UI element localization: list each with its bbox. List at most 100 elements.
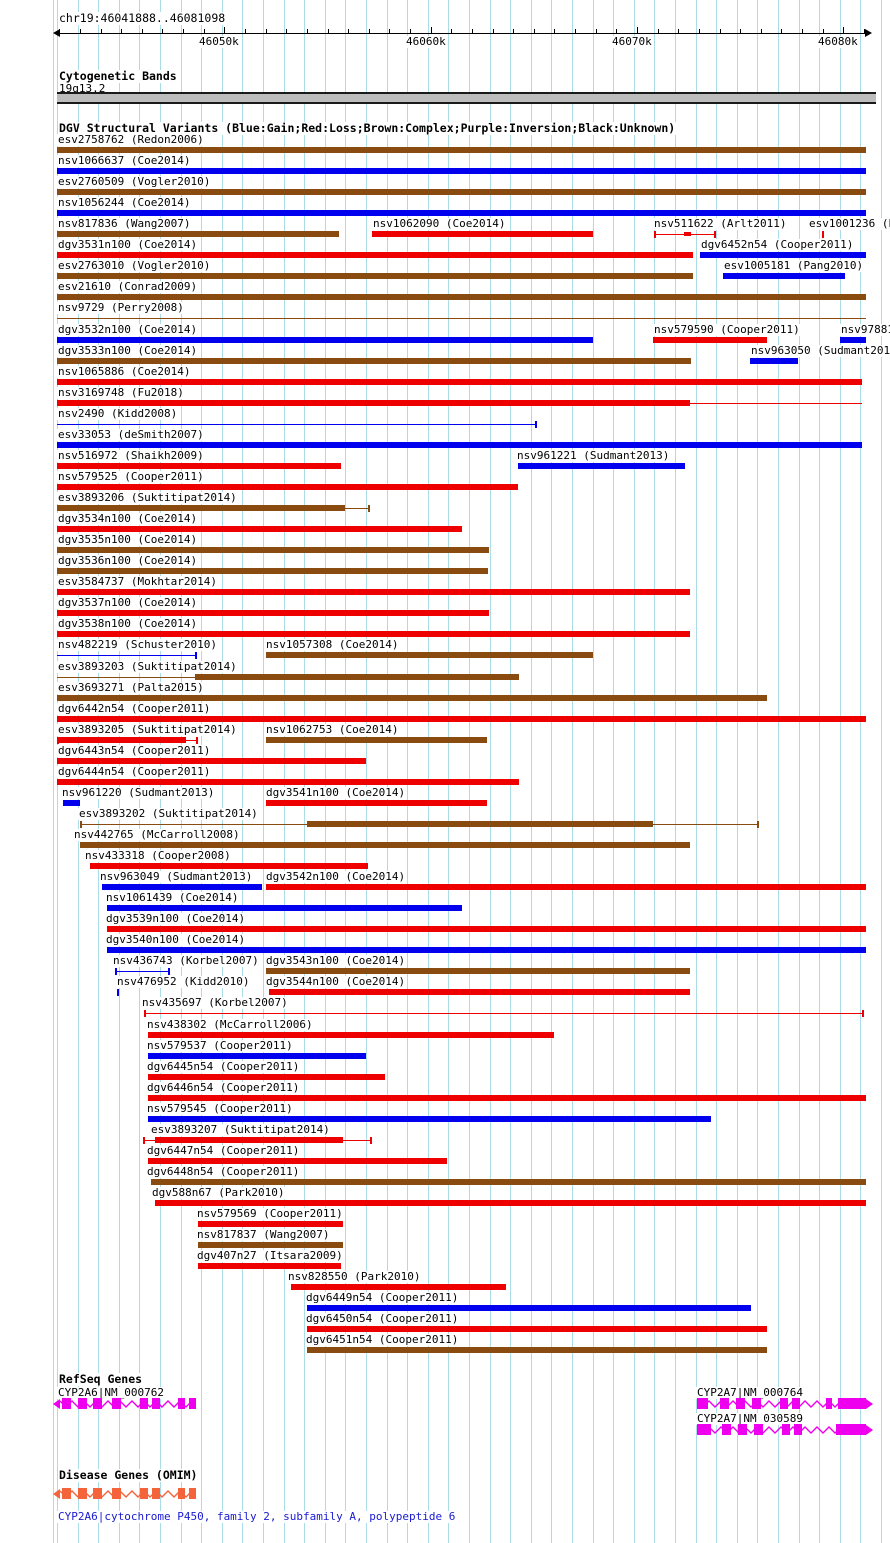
variant-bar[interactable]	[102, 884, 262, 890]
variant-bar[interactable]	[57, 463, 341, 469]
gene-exon[interactable]	[112, 1398, 121, 1409]
variant-label[interactable]: esv1005181 (Pang2010)	[723, 259, 865, 272]
variant-bar[interactable]	[750, 358, 798, 364]
gene-exon[interactable]	[826, 1398, 832, 1409]
variant-bar[interactable]	[57, 568, 488, 574]
gene-exon[interactable]	[93, 1398, 102, 1409]
variant-bar[interactable]	[148, 1074, 385, 1080]
gene-exon[interactable]	[62, 1398, 71, 1409]
variant-end-tick[interactable]	[822, 231, 824, 238]
variant-label[interactable]: esv3893206 (Suktitipat2014)	[57, 491, 238, 504]
variant-bar[interactable]	[307, 1305, 751, 1311]
variant-label[interactable]: nsv828550 (Park2010)	[287, 1270, 422, 1283]
variant-bar[interactable]	[307, 1326, 767, 1332]
variant-bar[interactable]	[57, 589, 690, 595]
variant-line[interactable]	[80, 824, 307, 825]
variant-label[interactable]: dgv6450n54 (Cooper2011)	[305, 1312, 460, 1325]
gene-exon[interactable]	[140, 1488, 148, 1499]
variant-label[interactable]: dgv3544n100 (Coe2014)	[265, 975, 407, 988]
variant-bar[interactable]	[57, 273, 693, 279]
variant-label[interactable]: esv2760509 (Vogler2010)	[57, 175, 212, 188]
variant-label[interactable]: dgv3531n100 (Coe2014)	[57, 238, 199, 251]
variant-end-tick[interactable]	[144, 1010, 146, 1017]
gene-exon[interactable]	[752, 1398, 761, 1409]
variant-bar[interactable]	[57, 189, 866, 195]
variant-label[interactable]: dgv3539n100 (Coe2014)	[105, 912, 247, 925]
variant-bar[interactable]	[57, 695, 767, 701]
variant-label[interactable]: nsv963050 (Sudmant2013)	[750, 345, 890, 357]
variant-label[interactable]: nsv516972 (Shaikh2009)	[57, 449, 205, 462]
left-arrow-icon[interactable]	[53, 29, 60, 37]
variant-bar[interactable]	[57, 358, 691, 364]
variant-bar[interactable]	[148, 1116, 711, 1122]
variant-label[interactable]: nsv442765 (McCarroll2008)	[73, 828, 241, 841]
variant-label[interactable]: dgv3535n100 (Coe2014)	[57, 533, 199, 546]
gene-exon[interactable]	[189, 1488, 196, 1499]
variant-line[interactable]	[345, 508, 368, 509]
right-arrow-icon[interactable]	[865, 29, 872, 37]
variant-label[interactable]: dgv6447n54 (Cooper2011)	[146, 1144, 301, 1157]
variant-label[interactable]: nsv579590 (Cooper2011)	[653, 323, 801, 336]
variant-bar[interactable]	[57, 168, 866, 174]
variant-label[interactable]: dgv6446n54 (Cooper2011)	[146, 1081, 301, 1094]
variant-label[interactable]: dgv6449n54 (Cooper2011)	[305, 1291, 460, 1304]
gene-exon[interactable]	[697, 1398, 708, 1409]
variant-bar[interactable]	[57, 442, 862, 448]
variant-line[interactable]	[653, 824, 757, 825]
variant-bar[interactable]	[155, 1137, 343, 1143]
variant-bar[interactable]	[148, 1032, 554, 1038]
variant-bar[interactable]	[151, 1179, 866, 1185]
variant-bar[interactable]	[266, 968, 690, 974]
gene-exon[interactable]	[93, 1488, 102, 1499]
variant-bar[interactable]	[198, 1242, 343, 1248]
variant-label[interactable]: nsv1066637 (Coe2014)	[57, 154, 192, 167]
variant-label[interactable]: dgv3541n100 (Coe2014)	[265, 786, 407, 799]
gene-exon[interactable]	[838, 1398, 866, 1409]
gene-exon[interactable]	[782, 1424, 790, 1435]
variant-bar[interactable]	[57, 252, 693, 258]
variant-bar[interactable]	[57, 779, 519, 785]
variant-label[interactable]: nsv978810 (Sudmant2013)	[840, 324, 890, 336]
gene-exon[interactable]	[738, 1424, 747, 1435]
variant-bar[interactable]	[57, 400, 690, 406]
variant-label[interactable]: dgv3537n100 (Coe2014)	[57, 596, 199, 609]
variant-end-tick[interactable]	[117, 989, 119, 996]
variant-label[interactable]: nsv436743 (Korbel2007)	[112, 954, 260, 967]
gene-exon[interactable]	[178, 1398, 185, 1409]
variant-bar[interactable]	[700, 252, 866, 258]
variant-end-tick[interactable]	[654, 231, 656, 238]
variant-end-tick[interactable]	[80, 821, 82, 828]
variant-label[interactable]: dgv6442n54 (Cooper2011)	[57, 702, 212, 715]
variant-end-tick[interactable]	[168, 968, 170, 975]
variant-label[interactable]: nsv579545 (Cooper2011)	[146, 1102, 294, 1115]
variant-line[interactable]	[144, 1013, 862, 1014]
variant-bar[interactable]	[107, 905, 462, 911]
variant-label[interactable]: nsv817836 (Wang2007)	[57, 217, 192, 230]
gene-label[interactable]: CYP2A7|NM_000764	[696, 1386, 804, 1399]
variant-label[interactable]: nsv511622 (Arlt2011)	[653, 217, 788, 230]
variant-bar[interactable]	[57, 631, 690, 637]
variant-label[interactable]: dgv6451n54 (Cooper2011)	[305, 1333, 460, 1346]
variant-end-tick[interactable]	[196, 737, 198, 744]
gene-exon[interactable]	[792, 1398, 800, 1409]
variant-bar[interactable]	[57, 526, 462, 532]
gene-exon[interactable]	[140, 1398, 148, 1409]
variant-label[interactable]: dgv407n27 (Itsara2009)	[196, 1249, 344, 1262]
variant-label[interactable]: dgv6448n54 (Cooper2011)	[146, 1165, 301, 1178]
variant-label[interactable]: dgv3543n100 (Coe2014)	[265, 954, 407, 967]
variant-label[interactable]: nsv438302 (McCarroll2006)	[146, 1018, 314, 1031]
variant-label[interactable]: nsv817837 (Wang2007)	[196, 1228, 331, 1241]
variant-label[interactable]: dgv3533n100 (Coe2014)	[57, 344, 199, 357]
variant-line[interactable]	[57, 655, 195, 656]
variant-bar[interactable]	[107, 947, 866, 953]
variant-label[interactable]: esv2758762 (Redon2006)	[57, 133, 205, 146]
variant-end-tick[interactable]	[757, 821, 759, 828]
cytogenetic-band[interactable]	[57, 92, 876, 104]
gene-exon[interactable]	[836, 1424, 866, 1435]
variant-end-tick[interactable]	[714, 231, 716, 238]
variant-label[interactable]: dgv6445n54 (Cooper2011)	[146, 1060, 301, 1073]
variant-label[interactable]: nsv476952 (Kidd2010)	[116, 975, 251, 988]
variant-end-tick[interactable]	[115, 968, 117, 975]
variant-label[interactable]: nsv435697 (Korbel2007)	[141, 996, 289, 1009]
variant-bar[interactable]	[148, 1095, 866, 1101]
